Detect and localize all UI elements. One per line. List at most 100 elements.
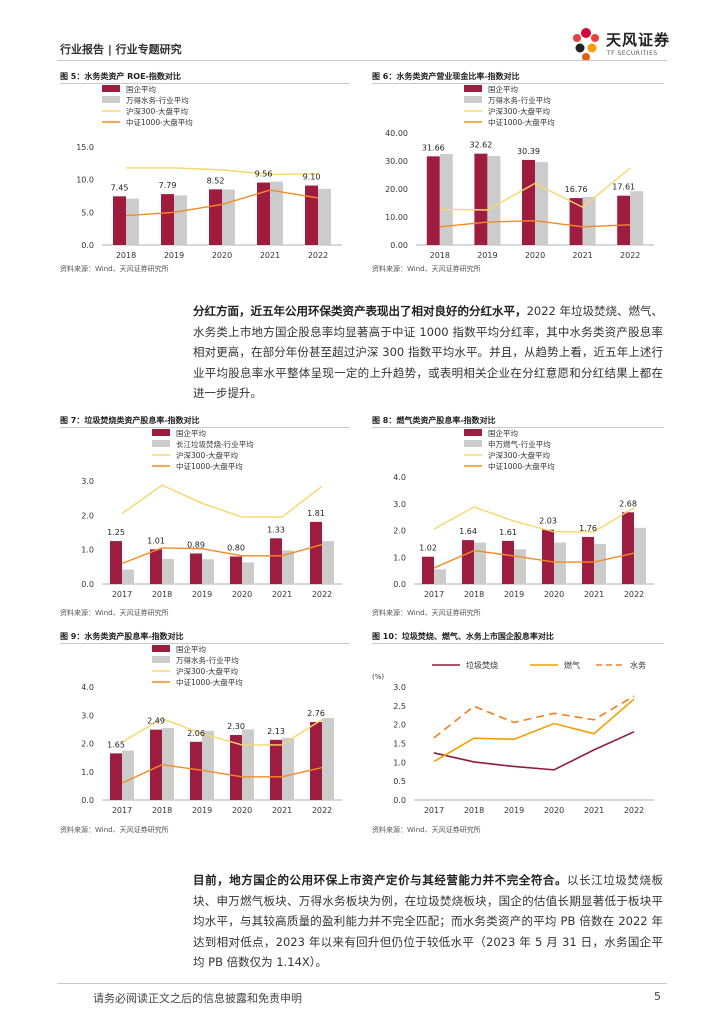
company-logo: 天风证券 TF SECURITIES: [566, 24, 676, 64]
legend-swatch: [152, 656, 170, 663]
bar-soe: [422, 556, 434, 584]
data-label: 9.10: [303, 173, 321, 182]
legend-swatch: [152, 440, 170, 447]
series-line: [125, 189, 319, 217]
logo-name-cn: 天风证券: [606, 31, 671, 49]
x-tick-label: 2018: [464, 590, 484, 599]
y-tick-label: 0.0: [393, 580, 406, 589]
series-line: [121, 763, 323, 784]
data-label: 9.56: [255, 170, 273, 179]
figure-source: 资料来源：Wind、天风证券研究所: [372, 609, 481, 617]
bar-soe: [310, 521, 322, 584]
dividend-body: 2022 年垃圾焚烧、燃气、水务类上市地方国企股息率均显著高于中证 1000 指…: [193, 304, 664, 400]
bar-soe: [190, 553, 202, 584]
x-tick-label: 2018: [116, 251, 136, 260]
cash-ratio-comparison-chart: 0.00 10.00 20.00 30.00 40.00 2018 2019 2020 2021…: [385, 84, 654, 260]
y-tick-label: 10.00: [385, 213, 408, 222]
bar-industry: [270, 181, 283, 245]
bar-soe: [110, 541, 122, 584]
x-tick-label: 2022: [308, 251, 328, 260]
y-tick-label: 2.5: [393, 702, 406, 711]
x-tick-label: 2017: [112, 590, 132, 599]
figure-title-rule: [60, 427, 350, 428]
y-tick-label: 1.5: [393, 740, 406, 749]
x-tick-label: 2021: [260, 251, 280, 260]
series-line: [433, 731, 635, 771]
series-line: [433, 698, 635, 763]
legend-swatch: [464, 85, 482, 92]
legend-label: 中证1000-大盘平均: [176, 461, 243, 471]
bar-industry: [322, 541, 334, 584]
bar-soe: [190, 741, 202, 800]
x-tick-label: 2020: [212, 251, 232, 260]
data-label: 16.76: [565, 185, 588, 194]
y-tick-label: 0.0: [81, 580, 94, 589]
legend-label: 国企平均: [488, 428, 518, 438]
legend-label: 沪深300-大盘平均: [126, 106, 188, 116]
data-label: 1.65: [107, 740, 125, 749]
data-label: 1.33: [267, 525, 285, 534]
figure-title: 图 8：燃气类资产股息率-指数对比: [372, 416, 496, 425]
legend-label: 长江垃圾焚烧-行业平均: [176, 439, 254, 449]
bar-industry: [318, 188, 331, 245]
figure-title-rule: [372, 427, 664, 428]
legend-swatch: [464, 96, 482, 103]
x-tick-label: 2022: [312, 806, 332, 815]
x-tick-label: 2022: [624, 590, 644, 599]
bar-industry: [242, 729, 254, 800]
bar-industry: [222, 189, 235, 245]
valuation-highlight: 目前，地方国企的公用环保上市资产定价与其经营能力并不完全符合。: [193, 873, 568, 887]
figure-title: 图 5：水务类资产 ROE-指数对比: [60, 72, 181, 81]
x-tick-label: 2019: [504, 590, 524, 599]
bar-industry: [594, 543, 606, 584]
bar-industry: [514, 549, 526, 584]
legend-label: 申万燃气-行业平均: [488, 439, 551, 449]
bar-soe: [582, 536, 594, 584]
y-tick-label: 10.0: [76, 176, 94, 185]
y-tick-label: 5.0: [81, 208, 94, 217]
bar-industry: [630, 191, 644, 245]
data-label: 1.02: [419, 544, 437, 553]
bar-industry: [162, 558, 174, 584]
page-number: 5: [654, 990, 661, 1003]
series-line: [121, 543, 323, 565]
bar-soe: [270, 538, 282, 584]
y-tick-label: 1.0: [393, 553, 406, 562]
x-tick-label: 2020: [232, 590, 252, 599]
legend-swatch: [152, 645, 170, 652]
series-line: [439, 219, 631, 228]
water-dividend-chart: 0.0 1.0 2.0 3.0 4.0 2017 2018 2019 2020 2021 2022 1…: [81, 644, 342, 815]
figure-title: 图 6：水务类资产营业现金比率-指数对比: [372, 72, 520, 81]
x-tick-label: 2019: [192, 590, 212, 599]
series-line: [439, 167, 631, 211]
bar-soe: [230, 735, 242, 800]
bar-soe: [113, 196, 126, 245]
figure-title-rule: [60, 83, 350, 84]
bar-industry: [439, 154, 453, 245]
legend-label: 垃圾焚烧: [466, 660, 498, 670]
x-tick-label: 2020: [232, 806, 252, 815]
y-tick-label: 20.00: [385, 185, 408, 194]
x-tick-label: 2022: [624, 806, 644, 815]
flower-logo-icon: [573, 28, 599, 61]
y-tick-label: 2.0: [393, 721, 406, 730]
figure-source: 资料来源：Wind、天风证券研究所: [60, 265, 169, 273]
y-tick-label: 0.0: [81, 241, 94, 250]
series-line: [121, 484, 323, 518]
bar-soe: [542, 529, 554, 584]
bar-soe: [161, 194, 174, 245]
footer-rule: [57, 983, 667, 984]
y-tick-label: 2.0: [81, 511, 94, 520]
y-tick-label: 1.0: [81, 546, 94, 555]
data-label: 0.89: [187, 540, 205, 549]
x-tick-label: 2021: [572, 251, 592, 260]
x-tick-label: 2019: [164, 251, 184, 260]
series-line: [433, 506, 635, 533]
bar-industry: [322, 718, 334, 800]
series-line: [433, 549, 635, 569]
data-label: 1.25: [107, 528, 125, 537]
bar-industry: [126, 198, 139, 245]
y-tick-label: 1.0: [393, 758, 406, 767]
bar-soe: [150, 549, 162, 584]
x-tick-label: 2021: [584, 806, 604, 815]
